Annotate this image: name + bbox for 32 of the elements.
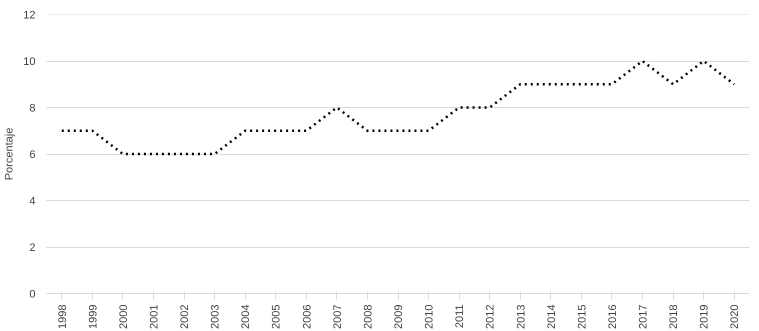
x-tick-label: 2005: [270, 304, 283, 329]
y-tick-label: 10: [23, 56, 36, 68]
y-axis-title: Porcentaje: [3, 128, 16, 180]
y-tick-label: 8: [29, 102, 36, 114]
x-tick-label: 2006: [301, 304, 314, 329]
x-tick-label: 1998: [56, 304, 69, 329]
x-tick-label: 2008: [362, 304, 374, 329]
x-tick-label: 2003: [210, 304, 222, 329]
y-tick-label: 2: [29, 242, 36, 254]
y-tick-label: 6: [29, 149, 36, 161]
x-tick-label: 2012: [484, 304, 497, 329]
x-tick-label: 2018: [668, 304, 680, 329]
x-tick-label: 2020: [729, 304, 742, 329]
y-tick-label: 4: [29, 196, 36, 208]
x-tick-label: 2011: [454, 304, 466, 328]
x-tick-label: 2013: [515, 304, 528, 329]
x-tick-label: 2000: [118, 304, 130, 329]
x-tick-label: 1999: [87, 304, 100, 329]
line-series: [60, 60, 736, 156]
x-tick-label: 2004: [240, 304, 252, 329]
x-tick-label: 2016: [606, 304, 619, 329]
y-tick-label: 12: [23, 10, 36, 22]
x-tick-label: 2010: [424, 304, 436, 329]
x-tick-label: 2017: [638, 304, 650, 329]
x-tick-label: 2002: [179, 304, 192, 329]
x-tick-label: 2015: [576, 304, 588, 329]
x-tick-label: 2014: [546, 304, 558, 329]
x-tick-label: 2001: [148, 304, 160, 329]
x-tick-label: 2007: [332, 304, 344, 329]
x-tick-label: 2019: [698, 304, 711, 329]
y-tick-label: 0: [29, 288, 36, 300]
x-tick-label: 2009: [393, 304, 405, 329]
